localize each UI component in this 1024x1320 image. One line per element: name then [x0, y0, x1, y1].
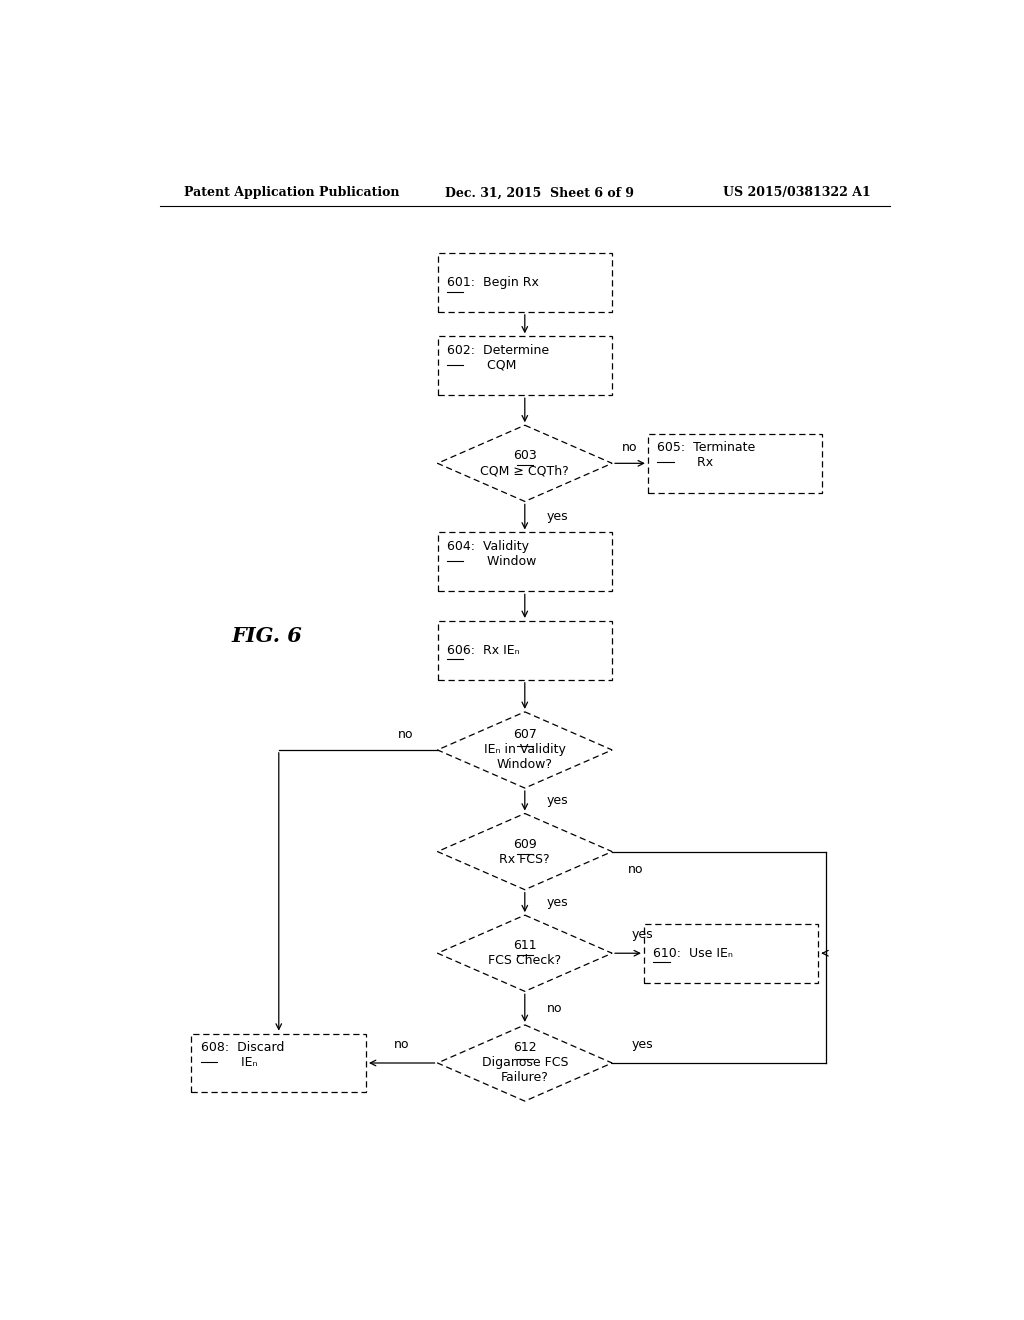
- Text: 612
Diganose FCS
Failure?: 612 Diganose FCS Failure?: [481, 1041, 568, 1085]
- Text: yes: yes: [632, 928, 653, 941]
- Text: no: no: [547, 1002, 562, 1015]
- FancyBboxPatch shape: [437, 532, 612, 591]
- Text: US 2015/0381322 A1: US 2015/0381322 A1: [723, 186, 871, 199]
- Polygon shape: [437, 711, 612, 788]
- FancyBboxPatch shape: [644, 924, 818, 982]
- FancyBboxPatch shape: [437, 337, 612, 395]
- Text: yes: yes: [547, 896, 568, 909]
- FancyBboxPatch shape: [191, 1034, 367, 1093]
- Text: 608:  Discard
          IEₙ: 608: Discard IEₙ: [201, 1041, 285, 1069]
- Text: no: no: [394, 1039, 410, 1051]
- Text: yes: yes: [547, 795, 568, 808]
- Text: 607
IEₙ in Validity
Window?: 607 IEₙ in Validity Window?: [484, 729, 565, 771]
- Text: 610:  Use IEₙ: 610: Use IEₙ: [653, 946, 733, 960]
- Text: FIG. 6: FIG. 6: [231, 626, 302, 645]
- Text: no: no: [628, 863, 643, 876]
- Text: yes: yes: [547, 511, 568, 524]
- Polygon shape: [437, 915, 612, 991]
- Polygon shape: [437, 813, 612, 890]
- Text: 604:  Validity
          Window: 604: Validity Window: [447, 540, 537, 568]
- Text: 609
Rx FCS?: 609 Rx FCS?: [500, 838, 550, 866]
- Text: 606:  Rx IEₙ: 606: Rx IEₙ: [447, 644, 519, 657]
- Text: Dec. 31, 2015  Sheet 6 of 9: Dec. 31, 2015 Sheet 6 of 9: [445, 186, 635, 199]
- FancyBboxPatch shape: [437, 620, 612, 680]
- Text: 602:  Determine
          CQM: 602: Determine CQM: [447, 343, 549, 372]
- Text: no: no: [398, 729, 414, 742]
- Text: 601:  Begin Rx: 601: Begin Rx: [447, 276, 539, 289]
- Text: 611
FCS Check?: 611 FCS Check?: [488, 940, 561, 968]
- Text: Patent Application Publication: Patent Application Publication: [183, 186, 399, 199]
- Polygon shape: [437, 425, 612, 502]
- FancyBboxPatch shape: [648, 434, 822, 492]
- FancyBboxPatch shape: [437, 253, 612, 312]
- Text: no: no: [623, 441, 638, 454]
- Text: 603
CQM ≥ CQTh?: 603 CQM ≥ CQTh?: [480, 449, 569, 478]
- Text: 605:  Terminate
          Rx: 605: Terminate Rx: [657, 441, 756, 469]
- Polygon shape: [437, 1024, 612, 1101]
- Text: yes: yes: [632, 1039, 653, 1051]
